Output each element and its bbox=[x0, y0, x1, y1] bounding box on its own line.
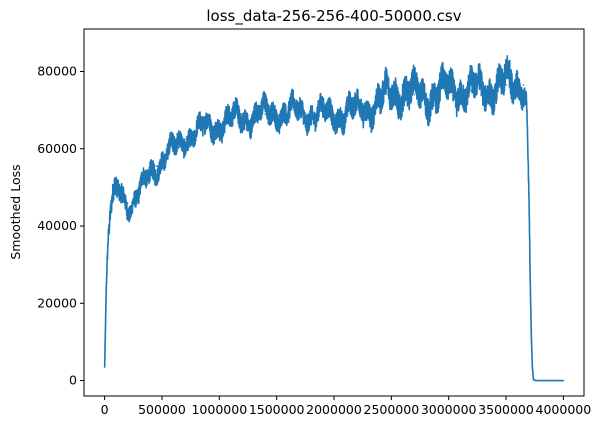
data-point bbox=[482, 88, 484, 90]
data-point bbox=[264, 113, 266, 115]
data-point bbox=[525, 101, 528, 104]
y-axis-label: Smoothed Loss bbox=[8, 164, 23, 259]
data-point bbox=[333, 115, 335, 117]
data-point bbox=[207, 126, 209, 129]
data-point bbox=[530, 333, 533, 335]
data-point bbox=[436, 91, 439, 94]
data-point bbox=[298, 111, 301, 113]
data-point bbox=[105, 287, 108, 289]
data-point bbox=[130, 207, 132, 210]
data-point bbox=[562, 379, 565, 382]
data-point bbox=[505, 84, 507, 86]
data-point bbox=[113, 198, 115, 200]
x-tick-label: 2000000 bbox=[306, 402, 362, 417]
data-point bbox=[117, 186, 120, 189]
data-point bbox=[107, 240, 109, 243]
data-point bbox=[287, 111, 289, 113]
y-tick-label: 60000 bbox=[37, 141, 77, 156]
data-point bbox=[229, 118, 232, 121]
series-layer bbox=[103, 55, 565, 382]
data-point bbox=[126, 202, 129, 204]
data-point bbox=[532, 378, 535, 381]
x-tick-label: 4000000 bbox=[536, 402, 592, 417]
data-point bbox=[528, 194, 530, 196]
data-point bbox=[155, 165, 158, 167]
data-point bbox=[493, 86, 496, 88]
data-point bbox=[133, 200, 136, 202]
y-tick-label: 80000 bbox=[37, 63, 77, 78]
data-point bbox=[516, 82, 519, 84]
x-tick-label: 2500000 bbox=[364, 402, 420, 417]
data-point bbox=[103, 366, 106, 368]
data-point bbox=[172, 147, 175, 150]
data-point bbox=[531, 368, 534, 370]
y-tick-label: 0 bbox=[69, 373, 77, 388]
x-tick-label: 500000 bbox=[138, 402, 186, 417]
x-tick-label: 3500000 bbox=[478, 402, 534, 417]
data-point bbox=[184, 138, 186, 140]
x-axis: 0 500000 1000000 1500000 2000000 2500000 30000… bbox=[101, 396, 592, 417]
data-point bbox=[241, 117, 244, 119]
y-tick-label: 20000 bbox=[37, 295, 77, 310]
data-point bbox=[367, 105, 370, 108]
x-tick-label: 1500000 bbox=[249, 402, 305, 417]
x-tick-label: 0 bbox=[101, 402, 109, 417]
data-point bbox=[413, 93, 416, 96]
data-point bbox=[356, 109, 358, 111]
data-point bbox=[310, 113, 312, 115]
data-point bbox=[252, 115, 255, 117]
data-point bbox=[529, 271, 531, 274]
data-point bbox=[344, 111, 347, 113]
data-point bbox=[149, 171, 152, 173]
data-point bbox=[195, 130, 198, 133]
data-point bbox=[470, 90, 473, 92]
data-point bbox=[535, 379, 537, 382]
data-point bbox=[402, 90, 404, 92]
data-point bbox=[161, 159, 163, 162]
data-point bbox=[447, 90, 450, 92]
data-point bbox=[390, 91, 393, 94]
series-line bbox=[103, 55, 565, 382]
data-point bbox=[218, 122, 221, 125]
data-point bbox=[522, 84, 525, 86]
data-point bbox=[143, 182, 146, 185]
data-point bbox=[275, 111, 278, 113]
data-point bbox=[539, 379, 542, 382]
x-tick-label: 1000000 bbox=[191, 402, 247, 417]
data-point bbox=[321, 113, 324, 115]
y-tick-label: 40000 bbox=[37, 218, 77, 233]
data-point bbox=[138, 194, 140, 196]
y-axis: 0 20000 40000 60000 80000 bbox=[37, 63, 84, 388]
data-point bbox=[459, 88, 461, 90]
data-point bbox=[121, 190, 123, 193]
chart-title: loss_data-256-256-400-50000.csv bbox=[206, 7, 461, 26]
data-point bbox=[424, 95, 427, 98]
x-tick-label: 3000000 bbox=[421, 402, 477, 417]
data-point bbox=[379, 101, 381, 104]
data-point bbox=[510, 82, 513, 84]
data-point bbox=[109, 213, 112, 216]
